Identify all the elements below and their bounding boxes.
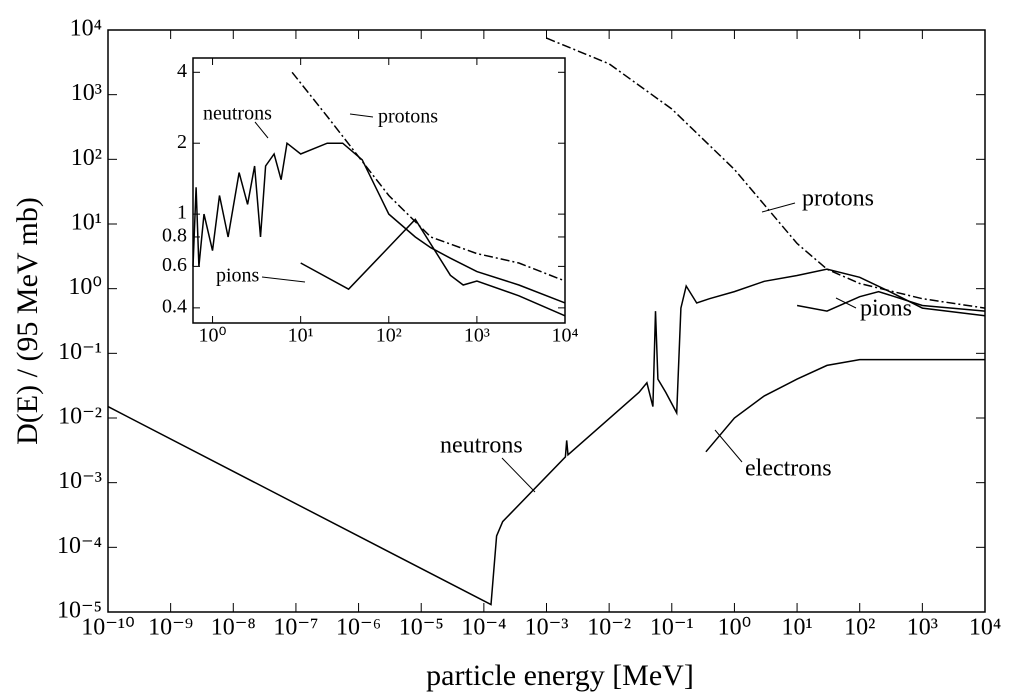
- y-tick-label: 1: [177, 202, 187, 224]
- y-tick-label: 10⁴: [70, 16, 102, 42]
- line: [546, 37, 986, 309]
- x-tick-label: 10⁻³: [525, 614, 569, 640]
- x-tick-label: 10⁻⁹: [148, 614, 193, 640]
- x-tick-label: 10⁴: [969, 614, 1001, 640]
- leader-line: [835, 297, 857, 309]
- x-tick-label: 10¹: [781, 614, 812, 640]
- x-tick-label: 10³: [464, 325, 490, 347]
- y-tick-label: 10⁰: [68, 274, 102, 300]
- leader-line: [714, 429, 743, 463]
- x-tick-label: 10³: [907, 614, 938, 640]
- y-axis-label: D(E) / (95 MeV mb): [11, 197, 44, 445]
- line: [192, 141, 566, 304]
- leader-line: [761, 202, 796, 213]
- x-tick-label: 10⁻¹: [650, 614, 694, 640]
- series-label: protons: [802, 186, 874, 212]
- series-label: pions: [216, 265, 260, 287]
- x-tick-label: 10⁻⁶: [336, 614, 381, 640]
- y-tick-label: 10³: [71, 80, 102, 106]
- x-tick-label: 10⁴: [552, 325, 579, 347]
- x-axis-label: particle energy [MeV]: [426, 659, 694, 692]
- y-tick-label: 0.8: [162, 225, 187, 247]
- x-tick-label: 10⁻⁷: [273, 614, 318, 640]
- y-tick-label: 10¹: [71, 210, 102, 236]
- line: [300, 218, 566, 317]
- plot-area: [192, 57, 566, 324]
- x-tick-label: 10²: [844, 614, 875, 640]
- x-tick-label: 10²: [376, 325, 402, 347]
- series-label: electrons: [745, 456, 832, 482]
- x-tick-label: 10⁻¹⁰: [81, 614, 134, 640]
- leader-line: [349, 113, 374, 118]
- leader-line: [501, 457, 536, 493]
- x-tick-label: 10⁻⁸: [211, 614, 256, 640]
- y-tick-label: 0.6: [162, 254, 187, 276]
- y-tick-label: 2: [177, 131, 187, 153]
- line: [796, 290, 986, 312]
- series-label: pions: [860, 296, 912, 322]
- leader-line: [254, 121, 269, 139]
- x-tick-label: 10⁻⁵: [399, 614, 444, 640]
- y-tick-label: 10⁻²: [58, 404, 102, 430]
- y-tick-label: 10⁻³: [58, 468, 102, 494]
- series-label: neutrons: [203, 103, 272, 125]
- y-tick-label: 4: [177, 60, 187, 82]
- x-tick-label: 10⁰: [199, 325, 227, 347]
- x-tick-label: 10⁻⁴: [461, 614, 506, 640]
- y-tick-label: 0.4: [162, 295, 187, 317]
- line: [291, 71, 566, 282]
- series-label: neutrons: [440, 433, 523, 459]
- x-tick-label: 10¹: [288, 325, 314, 347]
- x-tick-label: 10⁰: [718, 614, 752, 640]
- y-tick-label: 10⁻⁵: [57, 598, 102, 624]
- y-tick-label: 10⁻¹: [58, 339, 102, 365]
- x-tick-label: 10⁻²: [587, 614, 631, 640]
- series-label: protons: [378, 106, 438, 128]
- leader-line: [261, 276, 306, 283]
- y-tick-label: 10²: [71, 145, 102, 171]
- y-tick-label: 10⁻⁴: [57, 533, 102, 559]
- line: [705, 358, 985, 453]
- line: [107, 268, 986, 606]
